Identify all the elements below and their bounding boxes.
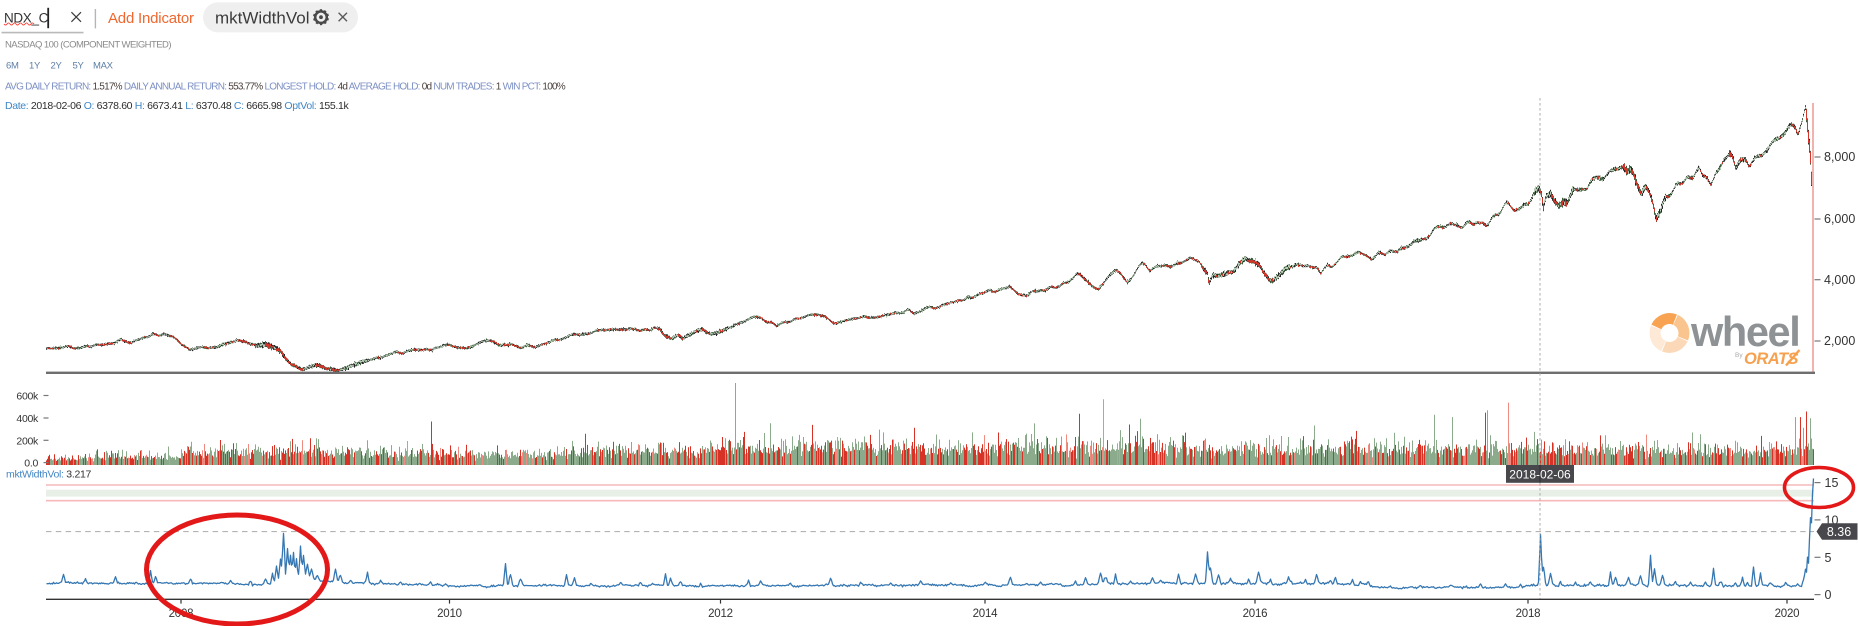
svg-text:1Y: 1Y <box>29 61 41 72</box>
svg-text:By: By <box>1735 352 1743 359</box>
svg-text:6M: 6M <box>6 61 19 72</box>
svg-text:5: 5 <box>1825 551 1832 565</box>
svg-text:mktWidthVol: 3.217: mktWidthVol: 3.217 <box>6 469 92 481</box>
svg-text:2020: 2020 <box>1775 608 1800 620</box>
svg-text:4,000: 4,000 <box>1824 273 1855 287</box>
svg-text:ORATS: ORATS <box>1744 350 1799 368</box>
svg-text:MAX: MAX <box>93 61 114 72</box>
svg-text:2Y: 2Y <box>51 61 63 72</box>
svg-text:Date: 2018-02-06 O: 6378.60 H:: Date: 2018-02-06 O: 6378.60 H: 6673.41 L… <box>5 100 349 112</box>
svg-text:2018: 2018 <box>1516 608 1541 620</box>
svg-text:AVG DAILY RETURN: 1.517% DAI: AVG DAILY RETURN: 1.517% DAILY ANNUAL RE… <box>5 82 566 93</box>
svg-text:15: 15 <box>1825 476 1839 490</box>
svg-text:600k: 600k <box>16 391 39 403</box>
svg-text:Add Indicator: Add Indicator <box>108 10 194 27</box>
svg-text:2,000: 2,000 <box>1824 334 1855 348</box>
svg-text:NASDAQ 100 (COMPONENT WEIGHTED: NASDAQ 100 (COMPONENT WEIGHTED) <box>5 40 171 51</box>
svg-text:400k: 400k <box>16 413 39 425</box>
svg-text:NDX_C: NDX_C <box>4 10 49 25</box>
svg-text:8.36: 8.36 <box>1827 525 1851 539</box>
svg-text:2012: 2012 <box>708 608 733 620</box>
svg-text:200k: 200k <box>16 435 39 447</box>
svg-text:mktWidthVol: mktWidthVol <box>215 9 309 28</box>
svg-text:wheel: wheel <box>1690 308 1799 355</box>
svg-text:2014: 2014 <box>973 608 999 620</box>
svg-text:0.0: 0.0 <box>24 458 38 470</box>
svg-text:5Y: 5Y <box>73 61 85 72</box>
svg-text:8,000: 8,000 <box>1824 150 1855 164</box>
svg-text:2010: 2010 <box>437 608 462 620</box>
svg-text:2016: 2016 <box>1243 608 1268 620</box>
svg-text:6,000: 6,000 <box>1824 212 1855 226</box>
svg-text:0: 0 <box>1825 588 1832 602</box>
